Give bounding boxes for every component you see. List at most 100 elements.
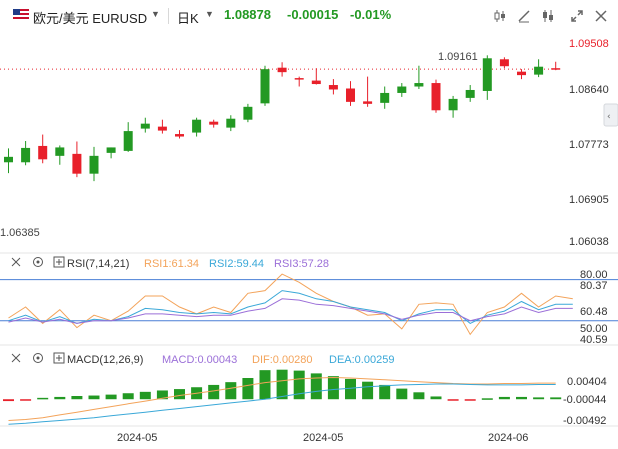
macd-axis-label: 0.00404 <box>567 376 607 388</box>
date-axis-label: 2024-05 <box>117 432 157 444</box>
macd-histogram-bar <box>276 369 288 400</box>
fullscreen-icon[interactable] <box>570 9 584 23</box>
macd-lines <box>8 376 556 425</box>
rsi-axis-label: 50.00 <box>580 323 608 335</box>
add-indicator-icon[interactable] <box>53 352 65 364</box>
candle-body <box>294 78 304 80</box>
candle-body <box>517 71 526 76</box>
candle-body <box>4 156 13 163</box>
macd-histogram-bar <box>122 393 134 400</box>
price-axis-label: 1.06905 <box>569 194 609 206</box>
price-change: -0.00015 <box>287 7 339 22</box>
symbol-selector[interactable]: 欧元/美元 EURUSD <box>33 11 148 26</box>
settings-icon[interactable] <box>33 257 43 267</box>
candle-body <box>243 106 253 120</box>
close-icon[interactable] <box>11 257 21 267</box>
macd-histogram-bar <box>71 396 83 400</box>
rsi3-value: RSI3:57.28 <box>274 258 329 270</box>
candle-body <box>363 101 373 104</box>
macd-histogram-bar <box>37 397 49 400</box>
indicator-icon[interactable] <box>541 9 555 23</box>
macd-axis: 0.00404 -0.00044 -0.00492 <box>563 376 607 427</box>
candle-body <box>328 85 338 90</box>
rsi-lines <box>0 273 618 336</box>
price-change-percent: -0.01% <box>350 7 392 22</box>
period-selector[interactable]: 日K <box>177 11 199 26</box>
candle-body <box>465 89 475 98</box>
rsi-axis-label: 40.59 <box>580 334 608 346</box>
macd-histogram-bar <box>105 394 117 400</box>
macd-histogram-bar <box>3 399 14 402</box>
dif-value: DIF:0.00280 <box>252 354 313 366</box>
rsi-axis-label: 60.48 <box>580 306 608 318</box>
candle-body <box>551 68 561 70</box>
rsi2-value: RSI2:59.44 <box>209 258 264 270</box>
candle-body <box>311 80 321 85</box>
macd-histogram-bar <box>396 388 408 400</box>
price-axis-label: 1.07773 <box>569 139 609 151</box>
candle-body <box>482 58 492 91</box>
date-axis-label: 2024-06 <box>488 432 528 444</box>
price-axis: 1.09508 1.08640 1.07773 1.06905 1.06038 <box>569 38 609 248</box>
side-panel-tab[interactable]: ‹ <box>603 103 618 127</box>
candlestick-series <box>0 55 561 182</box>
macd-histogram-bar <box>242 378 254 400</box>
candle-body <box>106 147 116 153</box>
add-indicator-icon[interactable] <box>53 256 65 268</box>
macd-histogram-bar <box>139 391 151 400</box>
macd-histogram-bar <box>550 397 562 400</box>
candle-body <box>175 134 184 137</box>
chevron-down-icon[interactable]: ▼ <box>205 9 214 19</box>
macd-histogram-bar <box>20 399 32 401</box>
candle-body <box>72 153 82 174</box>
macd-histogram-bar <box>327 376 339 400</box>
candle-body <box>55 147 65 156</box>
macd-histogram-bar <box>362 381 374 400</box>
date-axis-label: 2024-05 <box>303 432 343 444</box>
us-flag-icon <box>13 9 29 21</box>
rsi2-line <box>8 290 573 324</box>
toolbar-divider <box>168 8 169 24</box>
candle-body <box>123 131 133 151</box>
candle-body <box>414 83 424 87</box>
chart-toolbar: 欧元/美元 EURUSD ▼ 日K ▼ 1.08878 -0.00015 -0.… <box>0 0 618 32</box>
macd-histogram-bar <box>310 373 322 400</box>
low-price-marker: 1.06385 <box>0 227 40 239</box>
rsi-header: RSI(7,14,21) RSI1:61.34 RSI2:59.44 RSI3:… <box>11 256 329 270</box>
candle-body <box>38 145 48 160</box>
drawing-tool-icon[interactable] <box>517 9 531 23</box>
candle-body <box>260 69 270 104</box>
macd-histogram-bar <box>464 399 476 401</box>
candle-body <box>397 86 407 93</box>
macd-histogram-bar <box>498 396 510 400</box>
macd-histogram-bar <box>481 398 493 400</box>
candlestick-style-icon[interactable] <box>493 9 507 23</box>
macd-header: MACD(12,26,9) MACD:0.00043 DIF:0.00280 D… <box>11 352 394 366</box>
candle-body <box>21 147 31 163</box>
macd-histogram-bar <box>208 384 220 400</box>
candle-body <box>277 67 287 73</box>
rsi-axis-label: 80.00 <box>580 269 608 281</box>
close-icon[interactable] <box>11 353 21 363</box>
settings-icon[interactable] <box>33 353 43 363</box>
rsi3-line <box>8 298 573 324</box>
candle-body <box>157 126 167 131</box>
macd-value: MACD:0.00043 <box>162 354 237 366</box>
candle-body <box>380 92 390 103</box>
macd-histogram-bar <box>345 378 356 400</box>
last-price: 1.08878 <box>224 7 271 22</box>
macd-histogram-bar <box>174 389 185 400</box>
candle-body <box>499 59 509 67</box>
close-icon[interactable] <box>594 9 608 23</box>
chevron-down-icon[interactable]: ▼ <box>151 9 160 19</box>
price-axis-label: 1.09508 <box>569 38 609 50</box>
macd-histogram-bar <box>447 399 459 401</box>
chevron-left-icon[interactable]: ‹ <box>607 112 611 122</box>
dea-value: DEA:0.00259 <box>329 354 394 366</box>
macd-histogram-bar <box>533 397 545 400</box>
macd-histogram-bar <box>156 390 168 400</box>
macd-histogram-bar <box>516 396 527 400</box>
macd-axis-label: -0.00492 <box>563 415 606 427</box>
macd-histogram-bar <box>430 396 442 400</box>
